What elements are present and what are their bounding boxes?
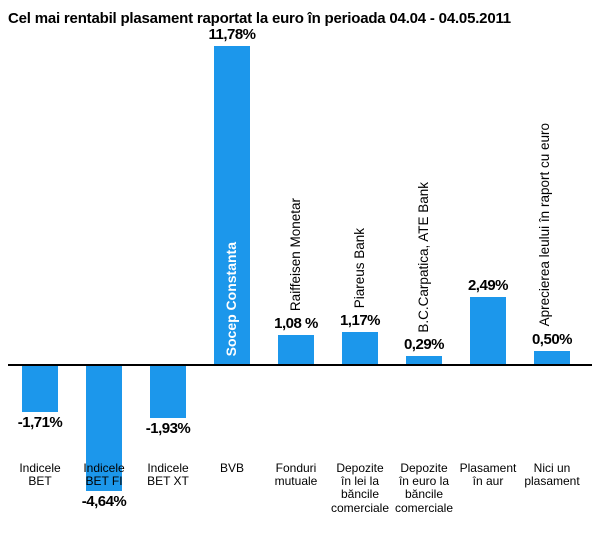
axis-label: Indicele BET — [10, 462, 70, 488]
bar-column: 2,49% — [458, 34, 518, 454]
bar-column: 11,78%Socep Constanta — [202, 34, 262, 454]
value-label: 0,50% — [522, 331, 582, 348]
bar-inline-label: Socep Constanta — [224, 242, 239, 356]
bar — [470, 297, 506, 364]
bar — [22, 366, 58, 412]
series-label: Raiffeisen Monetar — [289, 198, 303, 311]
bar-column: 0,50% Aprecierea leului în raport cu euro — [522, 34, 582, 454]
bar-column: -1,71% — [10, 34, 70, 454]
axis-label: Depozite în euro la băncile comerciale — [394, 462, 454, 515]
bar-column: -1,93% — [138, 34, 198, 454]
axis-label: Fonduri mutuale — [266, 462, 326, 488]
value-label: 11,78% — [202, 26, 262, 43]
axis-label: Indicele BET XT — [138, 462, 198, 488]
axis-label: BVB — [202, 462, 262, 475]
chart-title: Cel mai rentabil plasament raportat la e… — [8, 10, 592, 27]
value-label: 2,49% — [458, 277, 518, 294]
series-label: B.C.Carpatica, ATE Bank — [417, 182, 431, 333]
bar — [342, 332, 378, 364]
axis-labels: Indicele BETIndicele BET FIIndicele BET … — [8, 462, 592, 534]
series-label: Piareus Bank — [353, 228, 367, 308]
series-label: Aprecierea leului în raport cu euro — [538, 123, 570, 326]
value-label: 1,08 % — [266, 315, 326, 332]
plot-area: -1,71%-4,64%-1,93%11,78%Socep Constanta1… — [8, 34, 592, 454]
bar-column: -4,64% — [74, 34, 134, 454]
axis-label: Indicele BET FI — [74, 462, 134, 488]
bar — [150, 366, 186, 418]
bar-column: 1,08 % Raiffeisen Monetar — [266, 34, 326, 454]
bar-column: 1,17% Piareus Bank — [330, 34, 390, 454]
value-label: -1,71% — [10, 414, 70, 431]
axis-label: Plasament în aur — [458, 462, 518, 488]
bar — [278, 335, 314, 364]
bar — [534, 351, 570, 365]
value-label: -1,93% — [138, 420, 198, 437]
bar-column: 0,29% B.C.Carpatica, ATE Bank — [394, 34, 454, 454]
axis-label: Nici un plasament — [522, 462, 582, 488]
bar — [406, 356, 442, 364]
chart-container: Cel mai rentabil plasament raportat la e… — [0, 0, 600, 540]
axis-label: Depozite în lei la băncile comerciale — [330, 462, 390, 515]
value-label: 1,17% — [330, 312, 390, 329]
value-label: 0,29% — [394, 336, 454, 353]
